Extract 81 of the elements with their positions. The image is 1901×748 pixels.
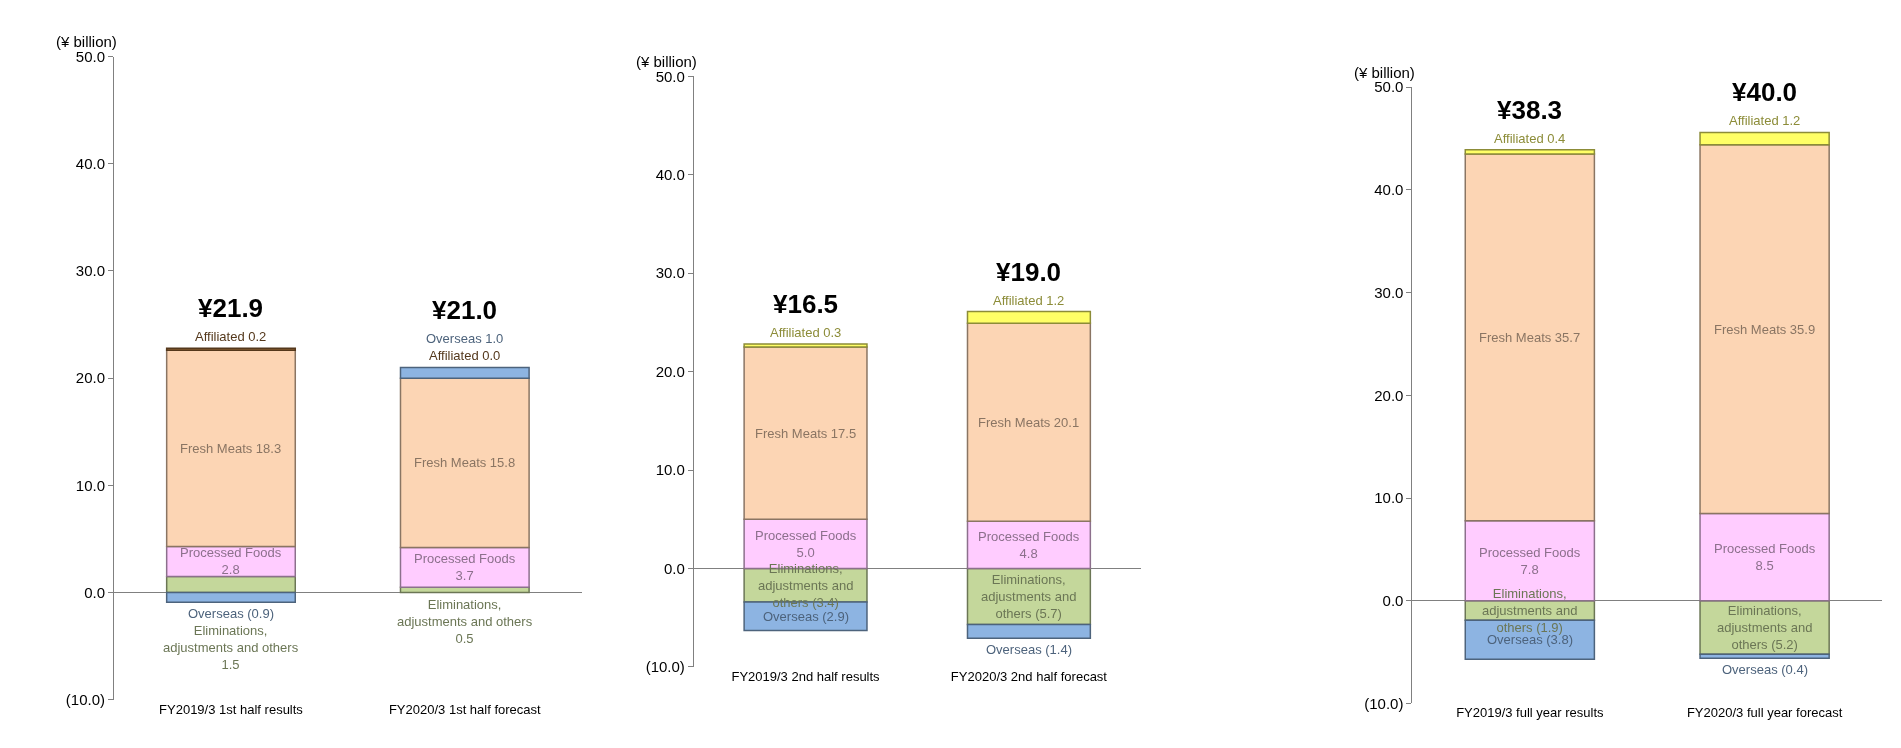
- y-tick-label: 40.0: [75, 154, 106, 172]
- x-tick-label: FY2019/3 2nd half results: [731, 668, 881, 684]
- data-label: Affiliated 0.4: [1494, 131, 1566, 146]
- data-label: Overseas (0.4): [1722, 662, 1808, 677]
- y-tick-label: 10.0: [1374, 489, 1404, 507]
- y-axis-title: (¥ billion): [636, 53, 697, 70]
- data-label: Eliminations, adjustments and others 1.5: [163, 623, 299, 672]
- y-tick-label: 10.0: [655, 461, 685, 479]
- data-label: Processed Foods 7.8: [1479, 545, 1581, 577]
- bar: [743, 343, 868, 348]
- data-label: Overseas (2.9): [763, 609, 849, 624]
- data-label: Fresh Meats 35.9: [1714, 322, 1816, 337]
- bar: [1464, 149, 1596, 155]
- bar: [966, 310, 1092, 325]
- data-label: Processed Foods 3.7: [414, 551, 516, 583]
- y-tick-label: (10.0): [1364, 694, 1404, 712]
- y-tick-label: 50.0: [655, 67, 685, 85]
- data-label: Affiliated 1.2: [993, 293, 1065, 308]
- data-label: Overseas (1.4): [986, 642, 1072, 657]
- bar: [1699, 131, 1830, 146]
- y-tick-label: 0.0: [84, 583, 106, 601]
- data-label: Affiliated 0.2: [195, 329, 267, 344]
- total-label: ¥40.0: [1732, 77, 1798, 107]
- x-tick-label: FY2019/3 full year results: [1456, 705, 1605, 721]
- data-label: Fresh Meats 15.8: [414, 455, 516, 470]
- y-tick-label: 0.0: [664, 559, 685, 577]
- data-label: Overseas (0.9): [188, 606, 274, 621]
- total-label: ¥21.0: [432, 295, 498, 325]
- total-label: ¥19.0: [996, 257, 1062, 287]
- bar: [743, 346, 868, 520]
- total-label: ¥16.5: [773, 289, 839, 319]
- y-tick-label: 0.0: [1382, 592, 1404, 609]
- x-tick-label: FY2020/3 1st half forecast: [388, 701, 542, 717]
- y-tick-label: 10.0: [75, 476, 106, 494]
- data-label: Fresh Meats 35.7: [1479, 330, 1581, 345]
- data-label: Processed Foods 8.5: [1714, 541, 1816, 573]
- y-tick-label: (10.0): [65, 691, 106, 709]
- data-label: Processed Foods 4.8: [978, 529, 1080, 561]
- data-label: Affiliated 0.0: [429, 348, 501, 363]
- y-tick-label: 20.0: [655, 362, 685, 380]
- data-label: Fresh Meats 18.3: [180, 441, 282, 456]
- data-label: Fresh Meats 20.1: [978, 415, 1080, 430]
- y-tick-label: 40.0: [1374, 181, 1404, 199]
- data-label: Eliminations, adjustments and others (5.7): [981, 572, 1077, 621]
- y-tick-label: 50.0: [75, 47, 106, 65]
- bar: [966, 322, 1092, 522]
- x-tick-label: FY2019/3 1st half results: [159, 701, 304, 717]
- bar: [1699, 512, 1830, 602]
- y-axis-title: (¥ billion): [56, 33, 117, 50]
- data-label: Eliminations, adjustments and others (3.4): [758, 561, 854, 610]
- y-tick-label: 40.0: [655, 165, 685, 183]
- data-label: Affiliated 0.3: [770, 325, 842, 340]
- data-label: Processed Foods 5.0: [755, 528, 857, 560]
- bar: [399, 377, 530, 549]
- y-axis-title: (¥ billion): [1354, 64, 1415, 81]
- y-tick-label: (10.0): [645, 658, 685, 676]
- bar: [165, 349, 297, 548]
- bar: [165, 591, 297, 603]
- y-tick-label: 20.0: [1374, 386, 1404, 404]
- y-tick-label: 30.0: [75, 262, 106, 280]
- total-label: ¥38.3: [1497, 95, 1563, 125]
- data-label: Fresh Meats 17.5: [755, 426, 857, 441]
- bar: [1464, 153, 1596, 522]
- data-label: Affiliated 1.2: [1729, 113, 1801, 128]
- y-tick-label: 20.0: [75, 369, 106, 387]
- bar: [1699, 143, 1830, 515]
- bar: [399, 366, 530, 379]
- bar: [966, 623, 1092, 640]
- y-tick-label: 30.0: [655, 264, 685, 282]
- data-label: Eliminations, adjustments and others 0.5: [397, 597, 533, 646]
- data-label: Processed Foods 2.8: [180, 545, 282, 577]
- bar: [1699, 653, 1830, 660]
- y-tick-label: 30.0: [1374, 283, 1404, 301]
- x-tick-label: FY2020/3 full year forecast: [1686, 705, 1843, 721]
- total-label: ¥21.9: [198, 293, 264, 323]
- bar: [165, 347, 297, 352]
- x-tick-label: FY2020/3 2nd half forecast: [950, 668, 1108, 684]
- data-label: Eliminations, adjustments and others (1.9): [1482, 586, 1578, 635]
- data-label: Overseas 1.0: [426, 331, 504, 346]
- y-tick-label: 50.0: [1374, 78, 1404, 96]
- data-label: Eliminations, adjustments and others (5.2): [1717, 603, 1813, 652]
